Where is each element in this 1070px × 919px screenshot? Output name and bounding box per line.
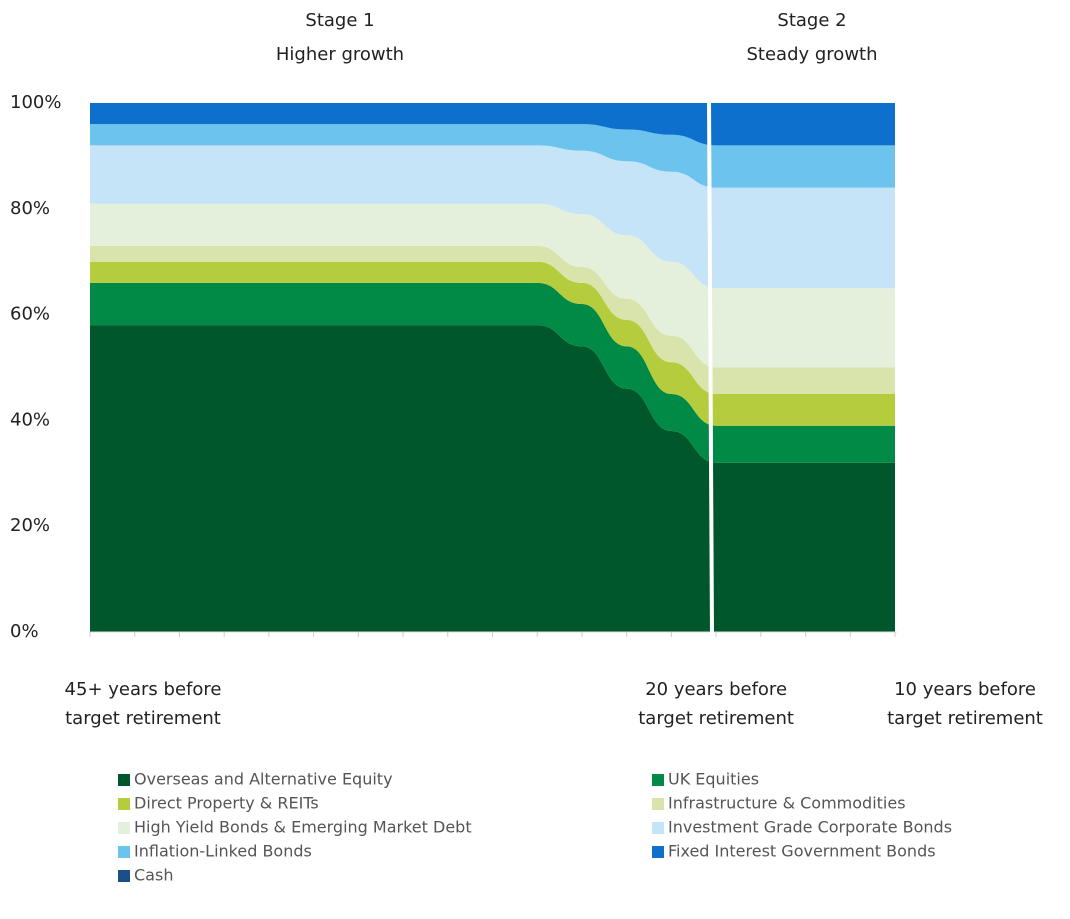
x-tick-label: 10 years before xyxy=(894,679,1036,700)
y-tick-label: 100% xyxy=(10,92,61,113)
legend-swatch xyxy=(652,846,664,858)
annotation: Steady growth xyxy=(746,44,877,65)
x-tick-label: 20 years before xyxy=(645,679,787,700)
legend-label: Fixed Interest Government Bonds xyxy=(668,842,936,861)
area xyxy=(90,103,895,146)
legend-swatch xyxy=(652,798,664,810)
y-tick-label: 20% xyxy=(10,515,50,536)
y-tick-label: 0% xyxy=(10,621,39,642)
legend-swatch xyxy=(118,798,130,810)
x-tick-label: target retirement xyxy=(65,708,221,729)
legend-label: Investment Grade Corporate Bonds xyxy=(668,818,952,837)
legend-swatch xyxy=(652,822,664,834)
area xyxy=(90,261,895,426)
annotation: Higher growth xyxy=(276,44,404,65)
legend-swatch xyxy=(118,870,130,882)
legend-label: Inflation-Linked Bonds xyxy=(134,842,312,861)
area xyxy=(90,203,895,368)
x-tick-label: 45+ years before xyxy=(65,679,222,700)
legend-swatch xyxy=(652,774,664,786)
stage-divider xyxy=(707,99,714,637)
y-tick-label: 40% xyxy=(10,409,50,430)
area xyxy=(90,325,895,632)
y-tick-label: 80% xyxy=(10,198,50,219)
legend-label: Infrastructure & Commodities xyxy=(668,794,906,813)
annotation: Stage 1 xyxy=(305,10,374,31)
annotation: Stage 2 xyxy=(777,10,846,31)
legend-label: UK Equities xyxy=(668,770,759,789)
plot-area xyxy=(90,103,895,632)
area xyxy=(90,245,895,394)
area xyxy=(90,282,895,463)
legend-label: Overseas and Alternative Equity xyxy=(134,770,393,789)
legend-swatch xyxy=(118,846,130,858)
legend-swatch xyxy=(118,822,130,834)
x-tick-label: target retirement xyxy=(887,708,1043,729)
legend-label: Cash xyxy=(134,866,173,885)
legend-label: Direct Property & REITs xyxy=(134,794,319,813)
legend: Overseas and Alternative Equity UK Equiti… xyxy=(118,770,952,885)
x-tick-label: target retirement xyxy=(638,708,794,729)
legend-label: High Yield Bonds & Emerging Market Debt xyxy=(134,818,472,837)
area xyxy=(90,145,895,289)
legend-swatch xyxy=(118,774,130,786)
y-tick-label: 60% xyxy=(10,304,50,325)
